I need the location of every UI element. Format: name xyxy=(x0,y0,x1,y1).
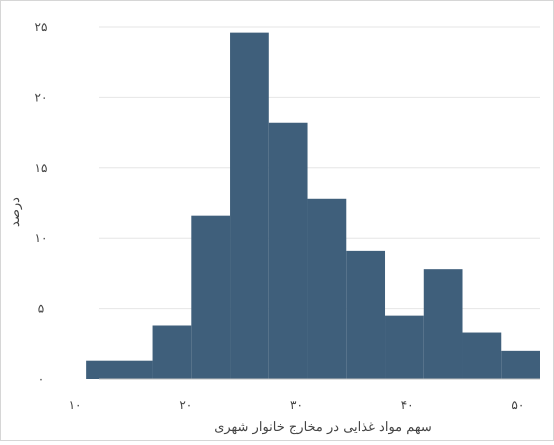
histogram-bar-11 xyxy=(501,350,540,379)
histogram-bar-7 xyxy=(346,250,386,379)
histogram-bar-6 xyxy=(307,198,347,379)
histogram-bar-5 xyxy=(268,122,308,379)
x-tick-label: ۵۰ xyxy=(511,398,524,412)
y-axis-label: درصد xyxy=(8,197,23,227)
gridlines xyxy=(99,26,540,310)
x-tick-label: ۲۰ xyxy=(179,398,192,412)
histogram-bar-8 xyxy=(385,315,424,379)
x-tick-label: ۱۰ xyxy=(69,398,82,412)
histogram-bar-10 xyxy=(462,332,502,379)
y-tick-label: ۱۰ xyxy=(35,231,48,245)
histogram-bar-9 xyxy=(423,269,463,379)
histogram-bar-2 xyxy=(152,325,192,379)
y-tick-label: ۰ xyxy=(38,372,44,386)
x-axis-label: سهم مواد غذایی در مخارج خانوار شهری xyxy=(214,420,432,435)
y-tick-label: ۱۵ xyxy=(35,161,48,175)
y-tick-labels: ۰ ۵ ۱۰ ۱۵ ۲۰ ۲۵ xyxy=(35,20,48,386)
y-tick-label: ۲۵ xyxy=(35,20,48,34)
y-tick-label: ۵ xyxy=(38,302,44,316)
x-tick-label: ۳۰ xyxy=(290,398,303,412)
histogram-bar-3 xyxy=(191,215,231,379)
x-tick-labels: ۱۰ ۲۰ ۳۰ ۴۰ ۵۰ xyxy=(69,398,525,412)
y-tick-label: ۲۰ xyxy=(35,90,48,104)
histogram-bar-4 xyxy=(230,32,269,380)
x-tick-label: ۴۰ xyxy=(401,398,414,412)
histogram-bars xyxy=(86,32,540,380)
histogram-bar-1 xyxy=(86,360,153,379)
